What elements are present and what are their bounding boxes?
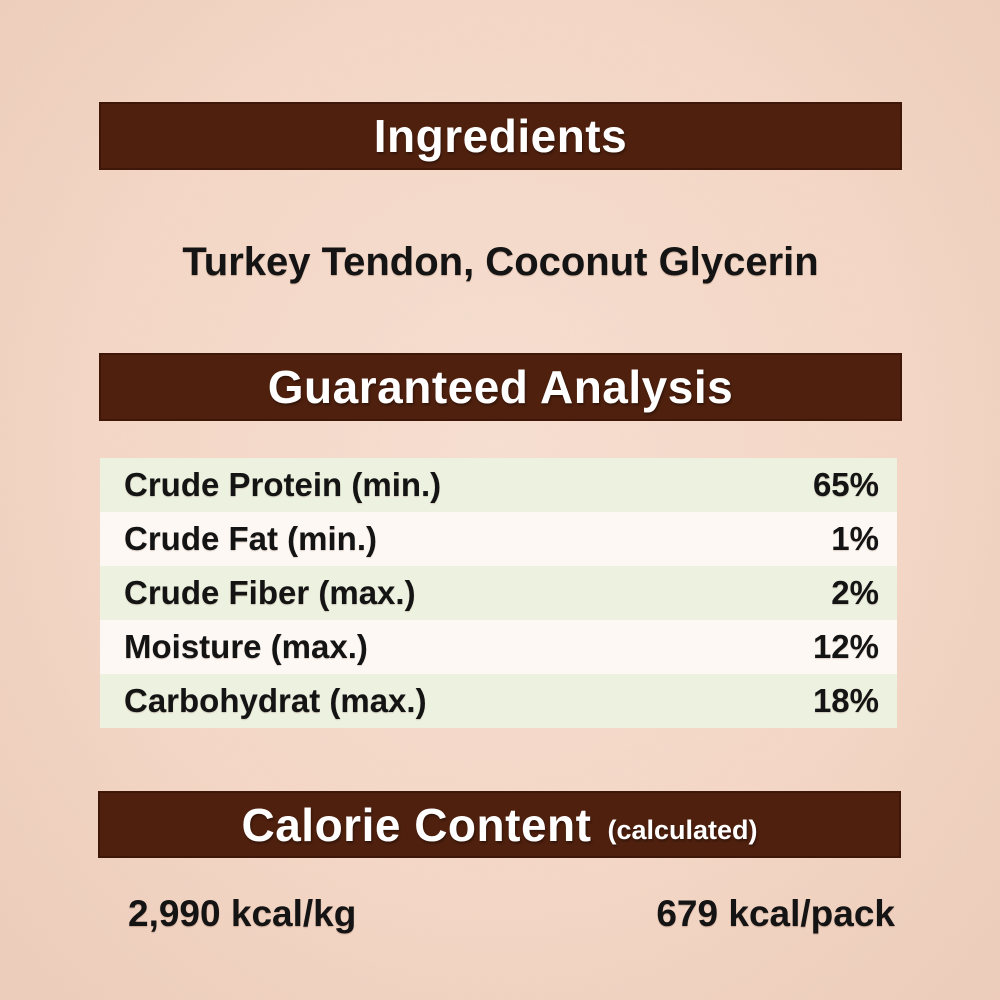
row-label: Crude Fat (min.): [124, 520, 377, 557]
row-label: Moisture (max.): [124, 628, 368, 665]
table-row-moisture: Moisture (max.) 12%: [100, 620, 897, 674]
guaranteed-analysis-title: Guaranteed Analysis: [267, 361, 734, 413]
guaranteed-analysis-table: Crude Protein (min.) 65% Crude Fat (min.…: [100, 458, 897, 728]
table-row-crude-fat: Crude Fat (min.) 1%: [100, 512, 897, 566]
table-row-crude-protein: Crude Protein (min.) 65%: [100, 458, 897, 512]
row-value: 1%: [831, 520, 879, 557]
row-label: Crude Fiber (max.): [124, 574, 416, 611]
guaranteed-analysis-header-bar: Guaranteed Analysis: [99, 353, 902, 421]
calorie-content-title: Calorie Content: [241, 798, 592, 851]
row-value: 18%: [812, 682, 879, 719]
row-value: 65%: [812, 466, 879, 503]
calorie-values-row: 2,990 kcal/kg 679 kcal/pack: [100, 893, 900, 935]
row-value: 2%: [831, 574, 879, 611]
table-row-carbohydrat: Carbohydrat (max.) 18%: [100, 674, 897, 728]
calories-per-kg: 2,990 kcal/kg: [128, 893, 357, 934]
table-row-crude-fiber: Crude Fiber (max.) 2%: [100, 566, 897, 620]
calorie-content-subtitle: (calculated): [607, 815, 758, 845]
ingredients-list-text: Turkey Tendon, Coconut Glycerin: [182, 240, 819, 284]
row-label: Carbohydrat (max.): [124, 682, 427, 719]
ingredients-title: Ingredients: [373, 110, 628, 162]
calories-per-pack: 679 kcal/pack: [656, 893, 895, 934]
row-label: Crude Protein (min.): [124, 466, 442, 503]
row-value: 12%: [812, 628, 879, 665]
calorie-content-header-bar: Calorie Content (calculated): [98, 791, 901, 858]
ingredients-header-bar: Ingredients: [99, 102, 902, 170]
